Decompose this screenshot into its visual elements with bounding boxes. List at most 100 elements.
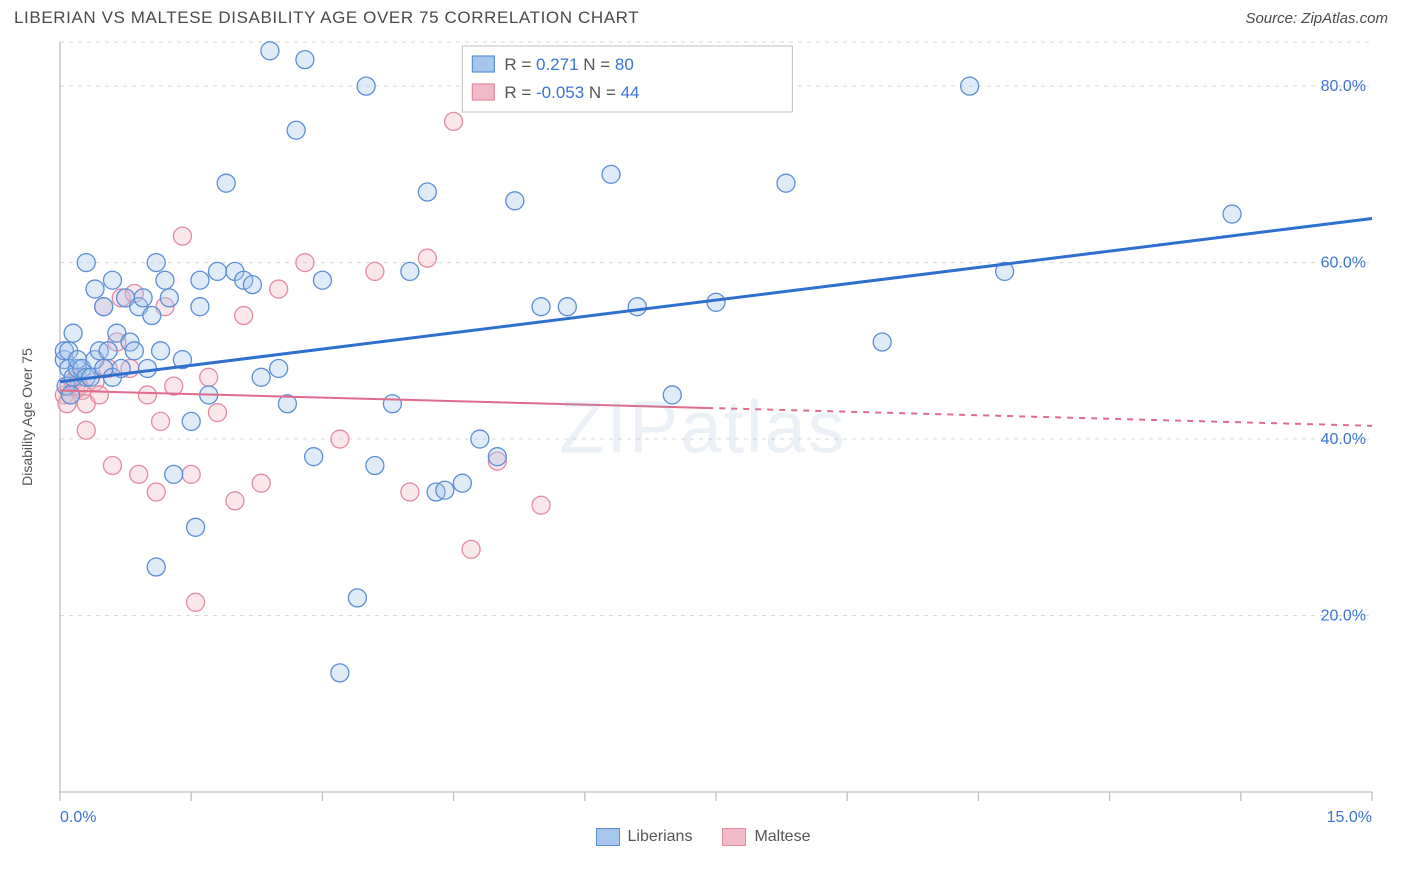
legend-label: Maltese — [754, 828, 810, 846]
data-point — [270, 359, 288, 377]
data-point — [77, 254, 95, 272]
data-point — [191, 298, 209, 316]
data-point — [235, 307, 253, 325]
data-point — [445, 112, 463, 130]
data-point — [348, 589, 366, 607]
x-tick-label: 0.0% — [60, 809, 96, 822]
data-point — [103, 271, 121, 289]
data-point — [305, 448, 323, 466]
data-point — [366, 457, 384, 475]
chart-container: 0.0% 15.0% 20.0% 40.0% 60.0% 80.0% Disability … — [12, 32, 1394, 822]
data-point — [103, 457, 121, 475]
data-point — [182, 412, 200, 430]
data-point — [208, 404, 226, 422]
data-point — [357, 77, 375, 95]
y-tick-label: 80.0% — [1321, 78, 1366, 95]
data-point — [152, 342, 170, 360]
legend-swatch — [472, 84, 494, 100]
data-point — [506, 192, 524, 210]
data-point — [200, 368, 218, 386]
data-point — [143, 307, 161, 325]
legend-label: Liberians — [628, 828, 693, 846]
data-point — [147, 558, 165, 576]
legend-top-row: R = 0.271 N = 80 — [504, 55, 634, 74]
trend-line-dashed — [707, 408, 1372, 426]
y-tick-label: 60.0% — [1321, 255, 1366, 272]
legend-top-row: R = -0.053 N = 44 — [504, 83, 639, 102]
data-point — [331, 664, 349, 682]
data-point — [61, 386, 79, 404]
data-point — [152, 412, 170, 430]
legend-bottom: Liberians Maltese — [0, 828, 1406, 846]
chart-title: LIBERIAN VS MALTESE DISABILITY AGE OVER … — [14, 8, 639, 28]
y-tick-label: 40.0% — [1321, 431, 1366, 448]
trend-line — [60, 218, 1372, 381]
data-point — [777, 174, 795, 192]
chart-header: LIBERIAN VS MALTESE DISABILITY AGE OVER … — [0, 0, 1406, 32]
data-point — [1223, 205, 1241, 223]
data-point — [532, 496, 550, 514]
chart-source: Source: ZipAtlas.com — [1245, 10, 1388, 27]
data-point — [252, 474, 270, 492]
data-point — [173, 227, 191, 245]
scatter-chart: 0.0% 15.0% 20.0% 40.0% 60.0% 80.0% Disability … — [12, 32, 1394, 822]
data-point — [663, 386, 681, 404]
x-tick-label: 15.0% — [1327, 809, 1372, 822]
data-point — [873, 333, 891, 351]
data-point — [418, 183, 436, 201]
data-point — [453, 474, 471, 492]
data-point — [331, 430, 349, 448]
data-point — [961, 77, 979, 95]
data-point — [226, 492, 244, 510]
data-point — [383, 395, 401, 413]
y-axis-label: Disability Age Over 75 — [19, 348, 35, 486]
data-point — [165, 465, 183, 483]
data-point — [138, 386, 156, 404]
data-point — [160, 289, 178, 307]
data-point — [217, 174, 235, 192]
data-point — [296, 254, 314, 272]
data-point — [138, 359, 156, 377]
data-point — [261, 42, 279, 60]
data-point — [602, 165, 620, 183]
legend-swatch — [472, 56, 494, 72]
data-point — [287, 121, 305, 139]
data-point — [165, 377, 183, 395]
data-point — [147, 483, 165, 501]
data-point — [182, 465, 200, 483]
data-point — [270, 280, 288, 298]
data-point — [401, 483, 419, 501]
data-point — [125, 342, 143, 360]
legend-item: Liberians — [596, 828, 693, 846]
data-point — [95, 298, 113, 316]
data-point — [401, 262, 419, 280]
data-point — [86, 280, 104, 298]
data-point — [558, 298, 576, 316]
data-point — [252, 368, 270, 386]
data-point — [147, 254, 165, 272]
data-point — [243, 276, 261, 294]
legend-swatch — [596, 828, 620, 846]
legend-item: Maltese — [722, 828, 810, 846]
data-point — [208, 262, 226, 280]
data-point — [628, 298, 646, 316]
data-point — [191, 271, 209, 289]
data-point — [64, 324, 82, 342]
data-point — [488, 448, 506, 466]
legend-swatch — [722, 828, 746, 846]
data-point — [90, 386, 108, 404]
data-point — [532, 298, 550, 316]
data-point — [471, 430, 489, 448]
data-point — [418, 249, 436, 267]
y-tick-label: 20.0% — [1321, 608, 1366, 625]
data-point — [187, 593, 205, 611]
data-point — [462, 540, 480, 558]
data-point — [436, 481, 454, 499]
data-point — [99, 342, 117, 360]
data-point — [77, 421, 95, 439]
data-point — [130, 465, 148, 483]
data-point — [366, 262, 384, 280]
data-point — [313, 271, 331, 289]
data-point — [156, 271, 174, 289]
data-point — [187, 518, 205, 536]
